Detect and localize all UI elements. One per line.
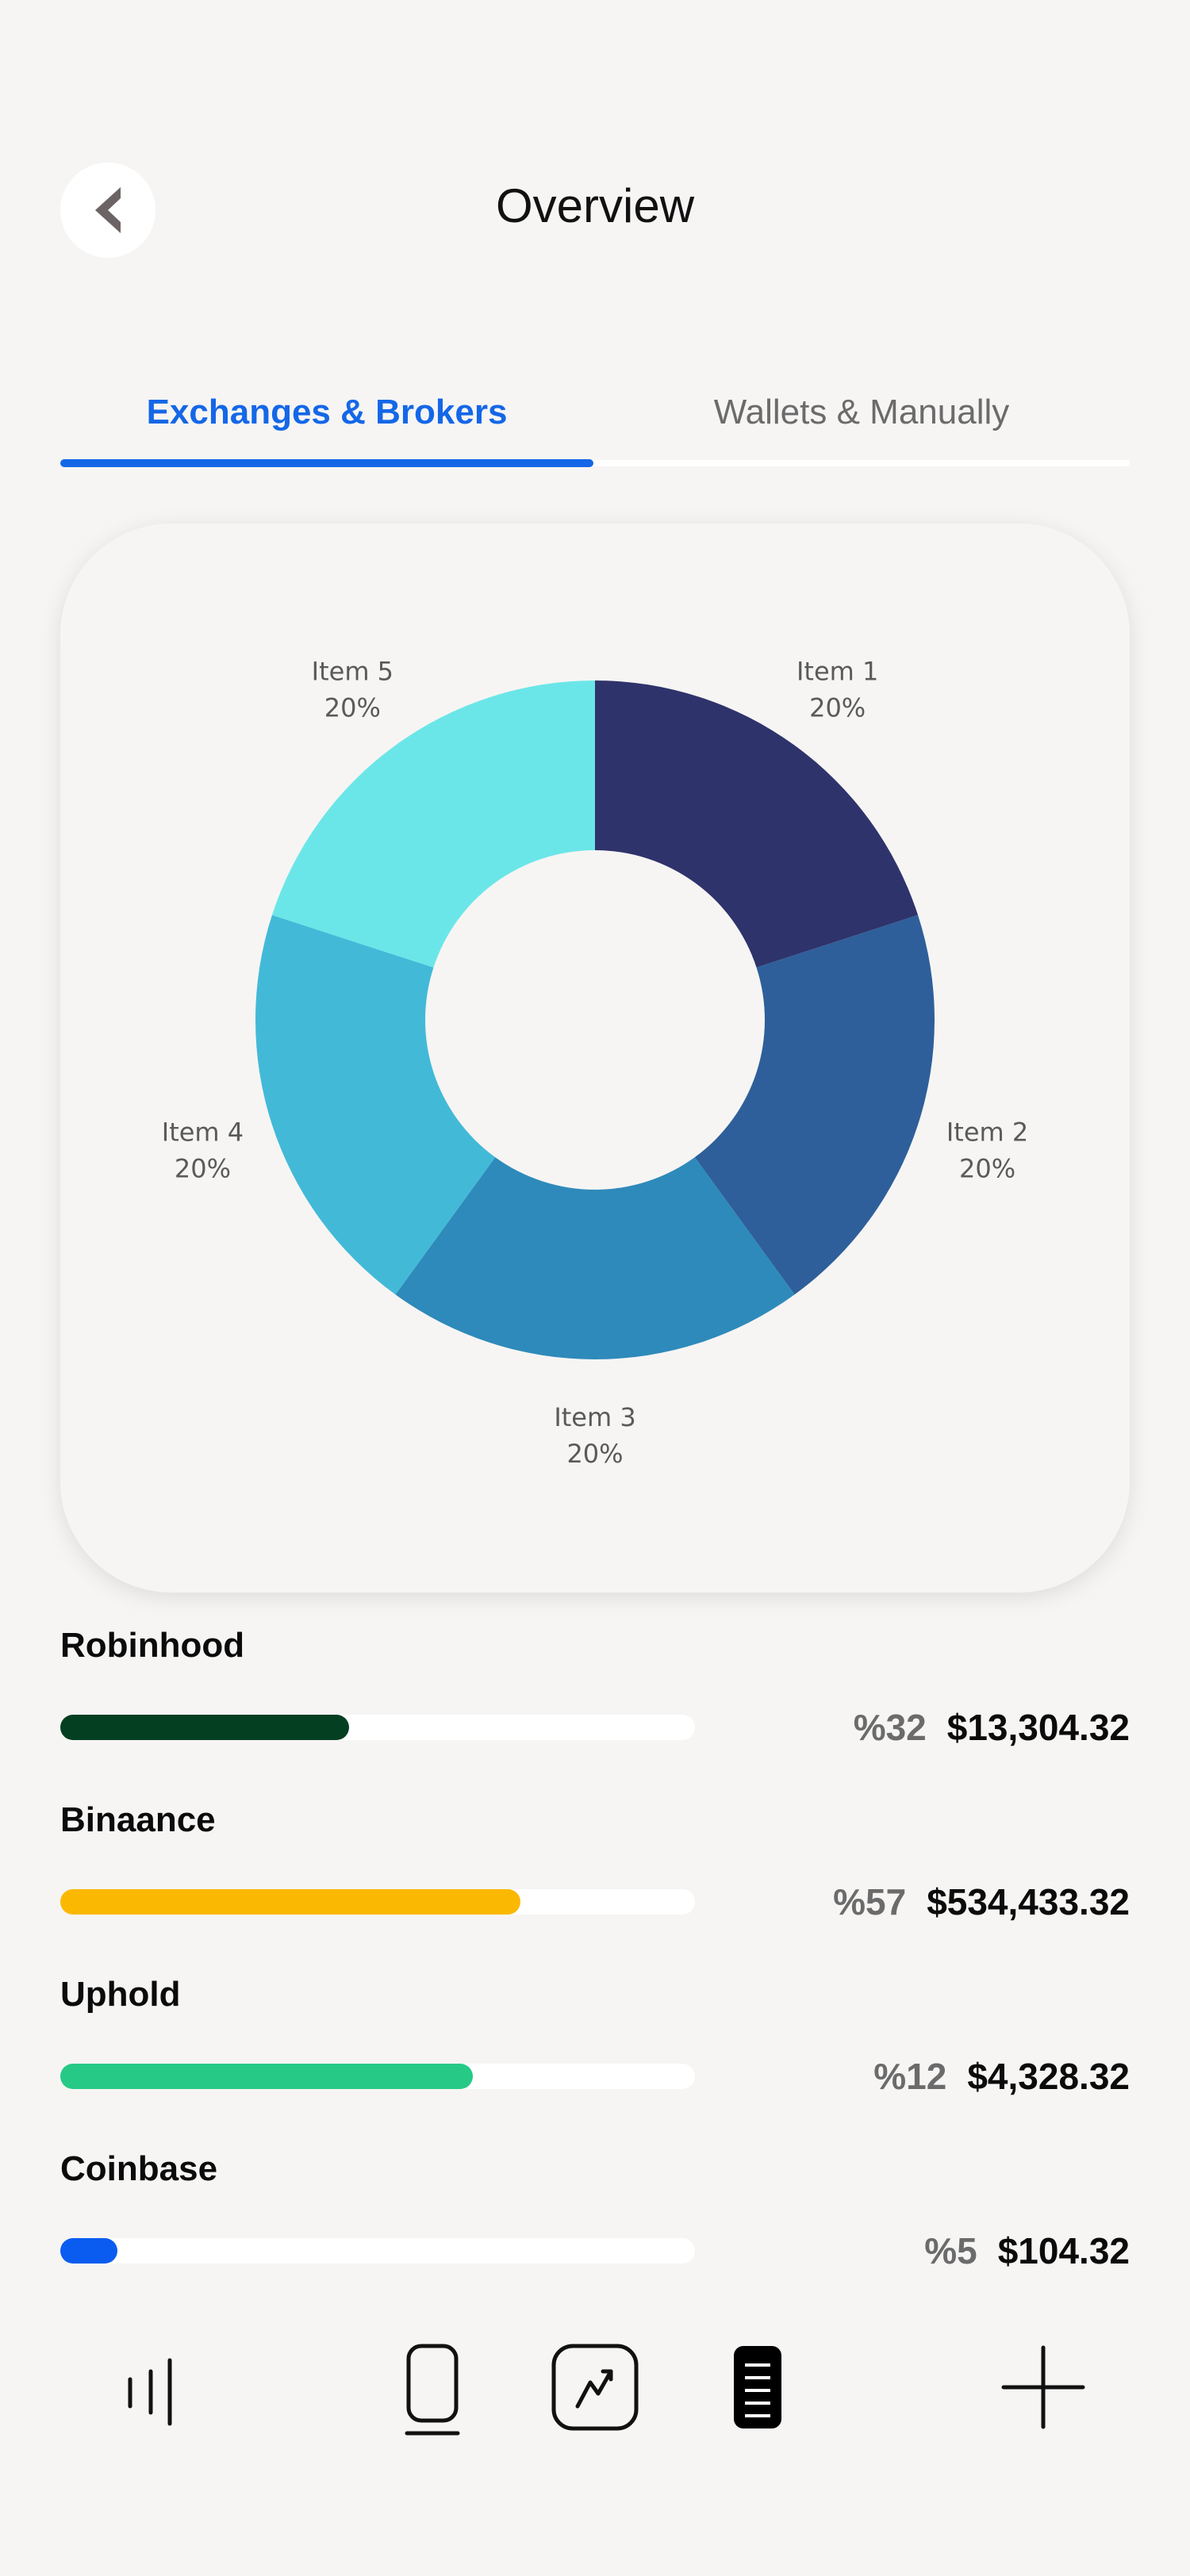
- tab-active-indicator: [60, 459, 593, 467]
- donut-slice-4[interactable]: [255, 914, 496, 1295]
- nav-list[interactable]: [718, 2340, 797, 2435]
- allocation-bar-track: [60, 1715, 695, 1740]
- allocation-bar-fill: [60, 2064, 473, 2089]
- donut-slice-2[interactable]: [694, 914, 935, 1295]
- tab-wallets-manually[interactable]: Wallets & Manually: [713, 393, 1010, 431]
- broker-values: %32 $13,304.32: [854, 1700, 1130, 1755]
- list-icon: [734, 2346, 781, 2428]
- slice-value-label: 20%: [175, 1154, 231, 1184]
- allocation-bar-track: [60, 2064, 695, 2089]
- broker-amount: $534,433.32: [927, 1881, 1130, 1922]
- broker-values: %57 $534,433.32: [833, 1874, 1130, 1930]
- tab-bar: Exchanges & Brokers Wallets & Manually: [60, 381, 1130, 468]
- back-button[interactable]: [60, 163, 155, 258]
- allocation-bar-fill: [60, 2238, 117, 2264]
- chart-icon: [551, 2344, 639, 2431]
- nav-chart[interactable]: [547, 2340, 643, 2435]
- device-icon: [405, 2344, 460, 2436]
- slice-label: Item 5: [312, 656, 393, 686]
- donut-slice-1[interactable]: [595, 680, 919, 968]
- slice-label: Item 1: [797, 656, 878, 686]
- slice-label: Item 3: [554, 1402, 635, 1432]
- broker-percent: %57: [833, 1881, 907, 1922]
- nav-device[interactable]: [393, 2340, 472, 2443]
- menu-icon: [128, 2358, 172, 2426]
- nav-menu[interactable]: [111, 2348, 190, 2427]
- plus-icon: [1001, 2345, 1085, 2429]
- broker-percent: %5: [924, 2230, 977, 2271]
- broker-name: Coinbase: [60, 2149, 218, 2188]
- donut-chart: Item 1 20% Item 2 20% Item 3 20% Item 4 20% Item…: [162, 656, 1028, 1469]
- allocation-bar-track: [60, 2238, 695, 2264]
- chevron-left-icon: [95, 187, 121, 233]
- slice-value-label: 20%: [324, 692, 381, 723]
- broker-amount: $4,328.32: [967, 2056, 1130, 2097]
- slice-label: Item 2: [946, 1117, 1028, 1148]
- broker-values: %12 $4,328.32: [873, 2049, 1130, 2104]
- nav-add[interactable]: [996, 2340, 1091, 2435]
- slice-value-label: 20%: [809, 692, 866, 723]
- slice-value-label: 20%: [959, 1154, 1015, 1184]
- donut-slice-3[interactable]: [395, 1157, 795, 1359]
- allocation-bar-track: [60, 1889, 695, 1915]
- allocation-bar-fill: [60, 1715, 349, 1740]
- broker-name: Robinhood: [60, 1626, 245, 1665]
- chart-card: Item 1 20% Item 2 20% Item 3 20% Item 4 20% Item…: [60, 523, 1130, 1593]
- page-title: Overview: [495, 179, 695, 232]
- tab-exchanges-brokers[interactable]: Exchanges & Brokers: [146, 393, 508, 431]
- broker-percent: %12: [873, 2056, 947, 2097]
- broker-amount: $104.32: [997, 2230, 1130, 2271]
- broker-percent: %32: [853, 1707, 927, 1748]
- allocation-bar-fill: [60, 1889, 520, 1915]
- donut-slice-5[interactable]: [271, 680, 595, 968]
- broker-name: Uphold: [60, 1975, 181, 2014]
- broker-amount: $13,304.32: [946, 1707, 1130, 1748]
- broker-values: %5 $104.32: [924, 2223, 1130, 2279]
- tab-track: [60, 460, 1130, 466]
- broker-name: Binaance: [60, 1800, 216, 1839]
- slice-value-label: 20%: [566, 1439, 623, 1469]
- slice-label: Item 4: [162, 1117, 244, 1148]
